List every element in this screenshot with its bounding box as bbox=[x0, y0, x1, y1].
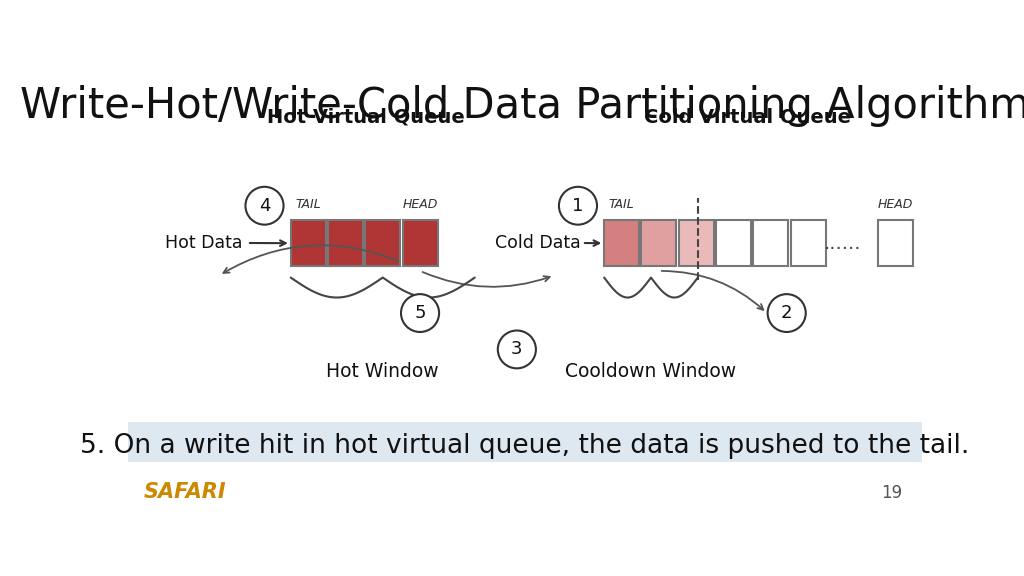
Bar bbox=[791, 220, 825, 267]
Ellipse shape bbox=[768, 294, 806, 332]
Ellipse shape bbox=[246, 187, 284, 225]
Text: Cold Virtual Queue: Cold Virtual Queue bbox=[643, 108, 851, 127]
Ellipse shape bbox=[559, 187, 597, 225]
Bar bbox=[754, 220, 788, 267]
Ellipse shape bbox=[498, 331, 536, 368]
Bar bbox=[291, 220, 326, 267]
Text: 5: 5 bbox=[415, 304, 426, 322]
Text: ......: ...... bbox=[823, 234, 861, 253]
Text: Hot Window: Hot Window bbox=[327, 362, 439, 381]
Text: 19: 19 bbox=[881, 484, 902, 502]
Text: 3: 3 bbox=[511, 340, 522, 358]
Bar bbox=[679, 220, 714, 267]
Bar bbox=[128, 422, 922, 461]
Bar bbox=[328, 220, 362, 267]
Text: Hot Data: Hot Data bbox=[165, 234, 242, 252]
Text: Hot Virtual Queue: Hot Virtual Queue bbox=[267, 108, 465, 127]
Text: 1: 1 bbox=[572, 197, 584, 215]
Text: Write-Hot/Write-Cold Data Partitioning Algorithm: Write-Hot/Write-Cold Data Partitioning A… bbox=[19, 85, 1024, 127]
Text: HEAD: HEAD bbox=[402, 198, 437, 211]
Text: HEAD: HEAD bbox=[878, 198, 913, 211]
Bar bbox=[641, 220, 677, 267]
Text: 4: 4 bbox=[259, 197, 270, 215]
Text: TAIL: TAIL bbox=[608, 198, 635, 211]
Text: 5. On a write hit in hot virtual queue, the data is pushed to the tail.: 5. On a write hit in hot virtual queue, … bbox=[80, 433, 970, 459]
Ellipse shape bbox=[401, 294, 439, 332]
Text: SAFARI: SAFARI bbox=[143, 482, 226, 502]
Bar bbox=[366, 220, 400, 267]
Bar bbox=[716, 220, 751, 267]
Bar bbox=[402, 220, 437, 267]
Bar bbox=[604, 220, 639, 267]
Text: TAIL: TAIL bbox=[295, 198, 321, 211]
Bar bbox=[878, 220, 912, 267]
Text: Cooldown Window: Cooldown Window bbox=[565, 362, 736, 381]
Text: 2: 2 bbox=[781, 304, 793, 322]
Text: Cold Data: Cold Data bbox=[496, 234, 582, 252]
